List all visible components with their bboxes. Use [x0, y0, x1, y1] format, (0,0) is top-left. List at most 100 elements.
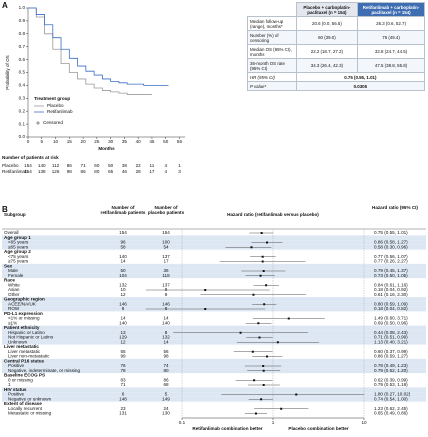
x-tick-label: 25 [94, 139, 100, 144]
hr-label: 1.13 (0.40, 3.21) [374, 339, 408, 344]
km-curve [28, 7, 169, 86]
hr-point [260, 398, 263, 401]
at-risk-count: 38 [122, 163, 128, 168]
n-retifanlimab: 83 [120, 377, 126, 382]
n-placebo: 8 [165, 306, 168, 311]
at-risk-count: 65 [108, 169, 114, 174]
hr-label: 0.79 (0.52, 1.20) [374, 368, 408, 373]
hr-label: 0.86 (0.59, 1.27) [374, 354, 408, 359]
at-risk-count: 46 [122, 169, 128, 174]
at-risk-count: 154 [24, 163, 32, 168]
hr-label: 0.75 (0.55, 1.01) [374, 230, 408, 235]
table-row: HR (95% CI) 0.75 (0.55, 1.01) [247, 72, 426, 82]
hr-label: 0.61 (0.16, 2.30) [374, 292, 408, 297]
table-cell: 32.8 (24.7, 44.5) [357, 44, 425, 59]
y-tick-label: 0.0 [19, 134, 26, 139]
subgroup-label: Male [8, 268, 18, 273]
legend-label: Retifanlimab [47, 109, 73, 114]
hr-point [265, 284, 268, 287]
n-retifanlimab: 132 [119, 282, 127, 287]
y-tick-label: 0.6 [19, 57, 26, 62]
n-retifanlimab: 14 [120, 259, 126, 264]
subgroup-label: Female [8, 273, 24, 278]
at-risk-count: 138 [38, 169, 46, 174]
subgroup-label: Locally recurrent [8, 406, 43, 411]
row-shade [2, 335, 426, 340]
table-cell: 0.0305 [295, 81, 426, 91]
hr-point [251, 350, 254, 353]
row-shade [2, 273, 426, 279]
n-retifanlimab: 154 [119, 230, 127, 235]
n-placebo: 146 [162, 301, 170, 306]
row-label: Median follow-up (range), months* [247, 16, 297, 31]
table-cell: 26.3 (0.6, 52.7) [357, 16, 425, 31]
hr-label: 0.44 (0.08, 2.43) [374, 330, 408, 335]
subgroup-label: ≥1% [8, 320, 17, 325]
at-risk-count: 126 [52, 169, 60, 174]
row-shade [2, 358, 426, 364]
hr-point [280, 407, 283, 410]
table-cell [248, 3, 297, 17]
group-label: Age group 1 [4, 235, 31, 240]
subgroup-label: <75 years [8, 254, 29, 259]
table-row: 36-month OS rate (95% CI) 34.3 (26.4, 42.… [247, 58, 425, 73]
x-tick-label: 50 [163, 139, 169, 144]
hr-point [253, 379, 256, 382]
table-header: Placebo + carboplatin-paclitaxel (n = 15… [295, 2, 359, 17]
n-placebo: 149 [162, 396, 170, 401]
group-label: Race [4, 278, 15, 283]
group-label: Liver metastatic [4, 344, 39, 349]
hr-label: 1.80 (0.27, 10.02) [374, 392, 411, 397]
subgroup-label: ≥75 years [8, 259, 29, 264]
panel-label: B [2, 205, 8, 214]
n-placebo: 68 [163, 382, 169, 387]
hr-point [261, 260, 264, 263]
x-tick-label: 45 [149, 139, 155, 144]
n-retifanlimab: 78 [120, 368, 126, 373]
n-placebo: 132 [162, 335, 170, 340]
group-label: Patient ethnicity [4, 325, 40, 330]
row-shade [2, 363, 426, 369]
table-cell: 47.5 (38.8, 55.8) [357, 58, 425, 73]
x-tick-label: 0 [27, 139, 30, 144]
x-tick-label: 55 [177, 139, 183, 144]
x-tick-label: 5 [40, 139, 43, 144]
at-risk-count: 1 [178, 163, 181, 168]
subgroup-label: <65 years [8, 240, 29, 245]
at-risk-count: 112 [52, 163, 60, 168]
x-tick-label: 30 [108, 139, 114, 144]
hr-label: 1.23 (0.62, 2.45) [374, 406, 408, 411]
y-tick-label: 1.0 [19, 5, 26, 10]
n-retifanlimab: 8 [122, 306, 125, 311]
n-retifanlimab: 76 [120, 363, 126, 368]
group-label: Extent of disease [4, 401, 42, 406]
y-tick-label: 0.1 [19, 121, 26, 126]
n-retifanlimab: 23 [120, 406, 126, 411]
censor-label: Censored [43, 120, 63, 125]
n-placebo: 80 [163, 368, 169, 373]
row-label: 36-month OS rate (95% CI) [247, 58, 297, 73]
x-tick-label: 10 [361, 420, 367, 425]
n-placebo: 154 [162, 230, 170, 235]
row-shade [2, 244, 426, 250]
hr-label: 0.84 (0.61, 1.16) [374, 282, 408, 287]
subgroup-label: Liver metastatic [8, 349, 41, 354]
hr-label: 0.77 (0.26, 2.27) [374, 259, 408, 264]
n-retifanlimab: 131 [119, 411, 127, 416]
x-tick-label: 40 [136, 139, 142, 144]
y-axis-title: Probability of OS [5, 55, 10, 89]
hr-label: 0.79 (0.45, 1.37) [374, 268, 408, 273]
y-tick-label: 0.2 [19, 108, 26, 113]
y-tick-label: 0.3 [19, 96, 26, 101]
n-placebo: 17 [163, 259, 169, 264]
at-risk-count: 3 [178, 169, 181, 174]
n-placebo: 137 [162, 282, 170, 287]
n-placebo: 8 [165, 287, 168, 292]
hr-point [258, 336, 261, 339]
column-header: Number of placebo patients [147, 205, 185, 216]
hr-label: 0.18 (0.04, 0.82) [374, 306, 408, 311]
at-risk-count: 17 [149, 169, 155, 174]
at-risk-count: 154 [24, 169, 32, 174]
n-retifanlimab: 10 [120, 287, 126, 292]
group-label: Baseline ECOG PS [4, 373, 45, 378]
